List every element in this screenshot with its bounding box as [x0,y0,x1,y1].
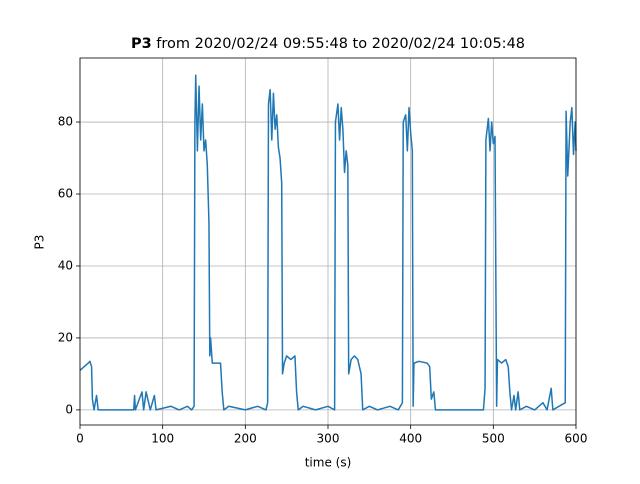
y-tick-label: 80 [58,115,73,129]
x-tick-label: 100 [151,432,174,446]
y-tick-label: 0 [65,402,73,416]
line [79,74,577,411]
x-axis-label: time (s) [305,456,352,470]
x-tick-label: 500 [482,432,505,446]
title-rest: from 2020/02/24 09:55:48 to 2020/02/24 1… [156,36,525,52]
x-tick-label: 0 [76,432,84,446]
x-tick-label: 200 [234,432,257,446]
y-axis-label: P3 [33,235,47,250]
y-tick-label: 40 [58,258,73,272]
x-tick-label: 300 [317,432,340,446]
y-tick-label: 20 [58,330,73,344]
y-tick-label: 60 [58,187,73,201]
x-tick-label: 400 [399,432,422,446]
title-bold: P3 [131,36,152,52]
plot-frame [79,57,577,426]
chart-title: P3 from 2020/02/24 09:55:48 to 2020/02/2… [131,36,525,52]
x-tick-label: 600 [565,432,588,446]
